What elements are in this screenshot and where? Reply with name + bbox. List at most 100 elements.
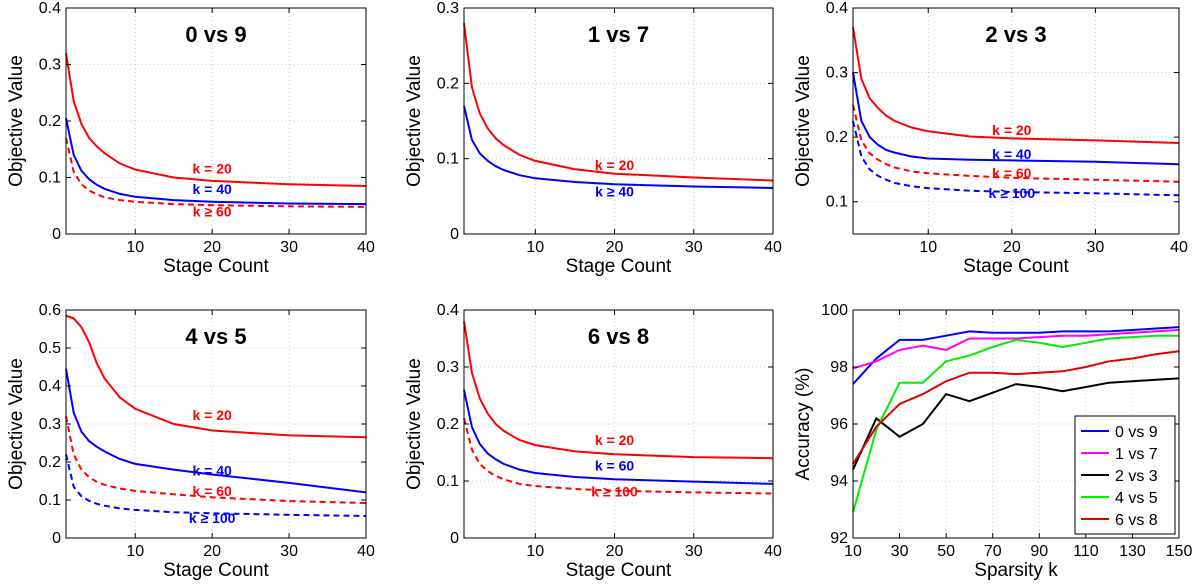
axes-frame [852, 7, 1180, 235]
y-tick-label: 0.2 [39, 113, 61, 130]
series-line-k-20 [463, 321, 774, 460]
x-axis-label: Stage Count [163, 256, 269, 277]
x-tick-label: 10 [126, 239, 144, 256]
panel-title: 6 vs 8 [588, 324, 649, 349]
series-line-4-vs-5 [852, 334, 1179, 513]
panel-5: 10 20 30 40 0 0.1 0.2 0.3 0.4 Stage Count Objectiv… [404, 302, 782, 581]
series-annotation: k ≥ 100 [591, 483, 638, 499]
y-tick-label: 0 [450, 530, 459, 547]
x-tick-label: 10 [126, 543, 144, 560]
series-line-k-20 [852, 27, 1180, 144]
y-tick-label: 0 [52, 226, 61, 243]
x-tick-label: 30 [685, 543, 703, 560]
series-annotation: k = 40 [192, 462, 232, 478]
series-annotation: k = 20 [192, 161, 232, 177]
y-tick-label: 0.1 [826, 194, 848, 211]
panel-1: 10 20 30 40 0 0.1 0.2 0.3 0.4 Stage Count Objectiv… [6, 0, 375, 277]
panel-6: 10 30 50 70 90 110 130 150 92 94 96 98 100 Sparsity k… [793, 302, 1192, 581]
y-axis-label: Objective Value [6, 55, 27, 187]
x-tick-label: 10 [526, 543, 544, 560]
series-annotation: k ≥ 40 [595, 183, 634, 199]
x-tick-label: 30 [685, 239, 703, 256]
series-annotation: k = 20 [192, 407, 232, 423]
x-tick-label: 40 [764, 239, 782, 256]
y-tick-label: 96 [830, 416, 848, 433]
series-annotation: k ≥ 60 [193, 203, 232, 219]
y-axis-label: Objective Value [404, 55, 425, 187]
series-annotation: k = 60 [595, 458, 635, 474]
series-line-k-100 [852, 120, 1180, 197]
y-tick-label: 0.4 [39, 378, 61, 395]
series-line-k-60 [852, 104, 1180, 183]
x-tick-label: 10 [919, 239, 937, 256]
y-tick-label: 92 [830, 530, 848, 547]
series-line-k-40 [852, 72, 1180, 166]
legend-label: 6 vs 8 [1115, 512, 1158, 529]
series-line-k-100 [463, 418, 774, 495]
x-axis-label: Stage Count [963, 256, 1069, 277]
x-tick-label: 40 [357, 239, 375, 256]
y-tick-label: 0.4 [437, 302, 459, 319]
x-tick-label: 110 [1073, 543, 1099, 560]
series-line-k-60 [65, 416, 367, 504]
axes-frame [463, 7, 774, 235]
series-annotation: k = 60 [992, 165, 1032, 181]
legend-label: 0 vs 9 [1115, 424, 1158, 441]
x-axis-label: Stage Count [566, 256, 672, 277]
series-annotation: k = 20 [595, 432, 635, 448]
x-tick-label: 50 [937, 543, 955, 560]
x-tick-label: 70 [984, 543, 1002, 560]
y-tick-label: 0.3 [437, 0, 459, 17]
y-tick-label: 0.1 [39, 492, 61, 509]
x-tick-label: 90 [1030, 543, 1048, 560]
x-tick-label: 30 [1087, 239, 1105, 256]
x-tick-label: 30 [891, 543, 909, 560]
y-axis-label: Accuracy (%) [793, 368, 814, 481]
series-line-k-60 [65, 137, 367, 208]
series-annotation: k = 20 [595, 157, 635, 173]
series-line-k-60 [463, 389, 774, 485]
series-line-k-100 [65, 454, 367, 517]
y-tick-label: 0.2 [437, 75, 459, 92]
series-line-k-40 [463, 105, 774, 189]
y-axis-label: Objective Value [6, 358, 27, 490]
panel-title: 2 vs 3 [985, 22, 1046, 47]
x-axis-label: Stage Count [163, 560, 269, 581]
legend-label: 1 vs 7 [1115, 446, 1158, 463]
panel-title: 0 vs 9 [185, 22, 246, 47]
series-annotation: k ≥ 100 [189, 510, 236, 526]
series-line-6-vs-8 [852, 350, 1180, 465]
x-tick-label: 130 [1119, 543, 1146, 560]
y-tick-label: 0.2 [826, 129, 848, 146]
legend-label: 2 vs 3 [1115, 468, 1158, 485]
x-tick-label: 10 [844, 543, 862, 560]
panel-2: 10 20 30 40 0 0.1 0.2 0.3 Stage Count Objective V… [404, 0, 782, 277]
legend: 0 vs 9 1 vs 7 2 vs 3 4 vs 5 6 vs 8 [1074, 415, 1176, 535]
series-line-k-20 [65, 314, 367, 439]
y-axis-label: Objective Value [793, 55, 814, 187]
y-tick-label: 94 [830, 473, 848, 490]
series-line-k-20 [65, 53, 367, 187]
y-tick-label: 0.1 [39, 170, 61, 187]
y-axis-label: Objective Value [404, 358, 425, 490]
y-tick-label: 0.6 [39, 302, 61, 319]
x-tick-label: 30 [280, 239, 298, 256]
y-tick-label: 0.3 [39, 57, 61, 74]
y-tick-label: 0.3 [826, 65, 848, 82]
y-tick-label: 0.3 [39, 416, 61, 433]
y-tick-label: 0.1 [437, 473, 459, 490]
x-tick-label: 40 [357, 543, 375, 560]
x-tick-label: 20 [203, 239, 221, 256]
series-annotation: k = 40 [192, 181, 232, 197]
series-line-2-vs-3 [852, 377, 1180, 471]
panel-3: 10 20 30 40 0.1 0.2 0.3 0.4 Stage Count Objective… [793, 0, 1188, 277]
legend-label: 4 vs 5 [1115, 490, 1158, 507]
series-annotation: k = 60 [192, 483, 232, 499]
series-line-0-vs-9 [852, 326, 1180, 385]
x-tick-label: 20 [606, 543, 624, 560]
x-axis-label: Stage Count [566, 560, 672, 581]
y-tick-label: 0.4 [39, 0, 61, 17]
y-tick-label: 100 [821, 302, 848, 319]
x-tick-label: 40 [1170, 239, 1188, 256]
